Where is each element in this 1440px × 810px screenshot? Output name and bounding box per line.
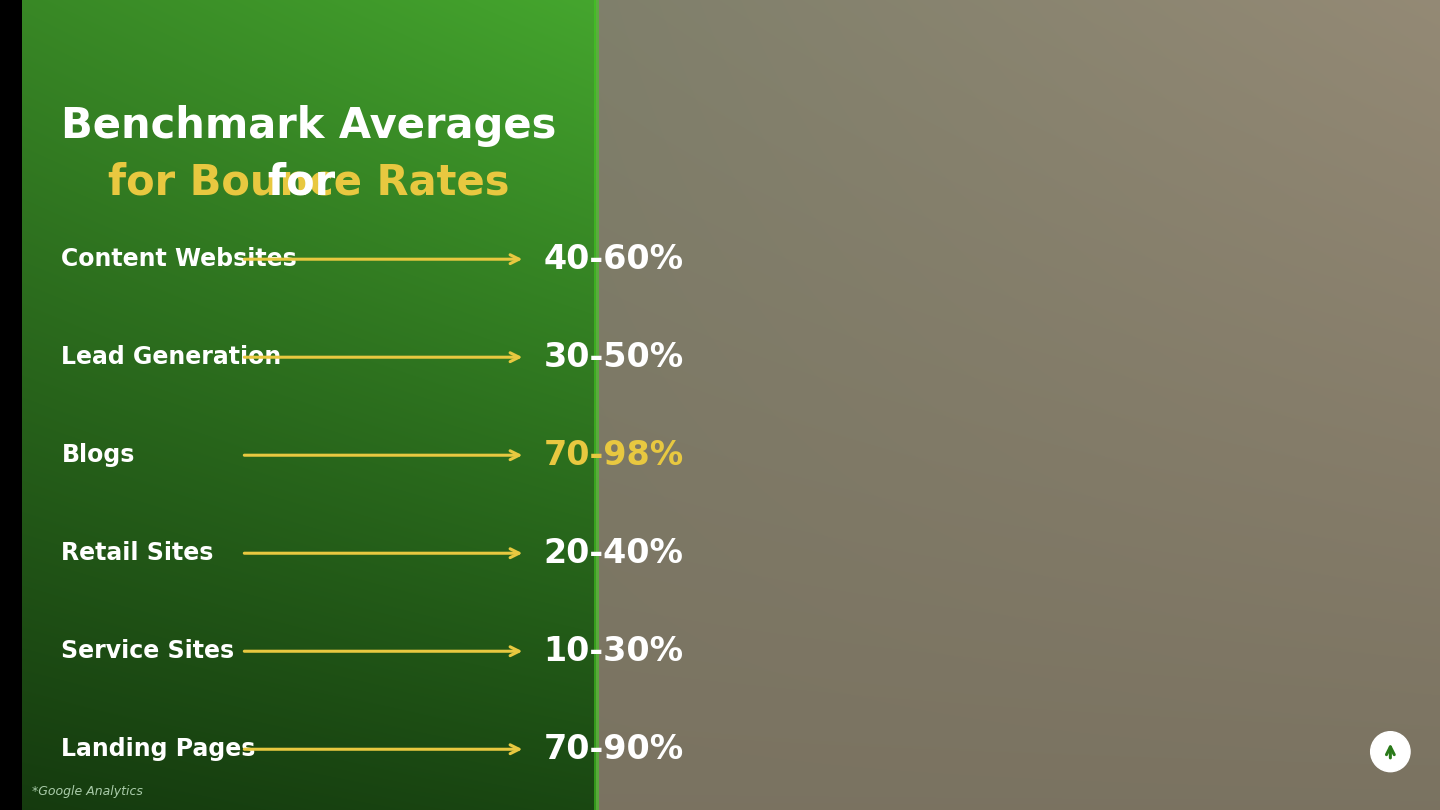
Text: Blogs: Blogs [62, 443, 135, 467]
Bar [595, 0, 599, 810]
Circle shape [1371, 731, 1410, 772]
Text: 40-60%: 40-60% [544, 243, 684, 275]
Text: 70-98%: 70-98% [544, 439, 684, 471]
Text: Service Sites: Service Sites [62, 639, 235, 663]
Text: for Bounce Rates: for Bounce Rates [108, 161, 510, 203]
Text: Content Websites: Content Websites [62, 247, 297, 271]
Text: for: for [268, 161, 350, 203]
Text: 70-90%: 70-90% [544, 733, 684, 765]
Text: Lead Generation: Lead Generation [62, 345, 282, 369]
Text: Landing Pages: Landing Pages [62, 737, 256, 761]
Text: 10-30%: 10-30% [544, 635, 684, 667]
Text: *Google Analytics: *Google Analytics [32, 785, 143, 798]
Text: Retail Sites: Retail Sites [62, 541, 213, 565]
Text: Benchmark Averages: Benchmark Averages [62, 104, 557, 147]
Text: 30-50%: 30-50% [544, 341, 684, 373]
Text: 20-40%: 20-40% [544, 537, 684, 569]
